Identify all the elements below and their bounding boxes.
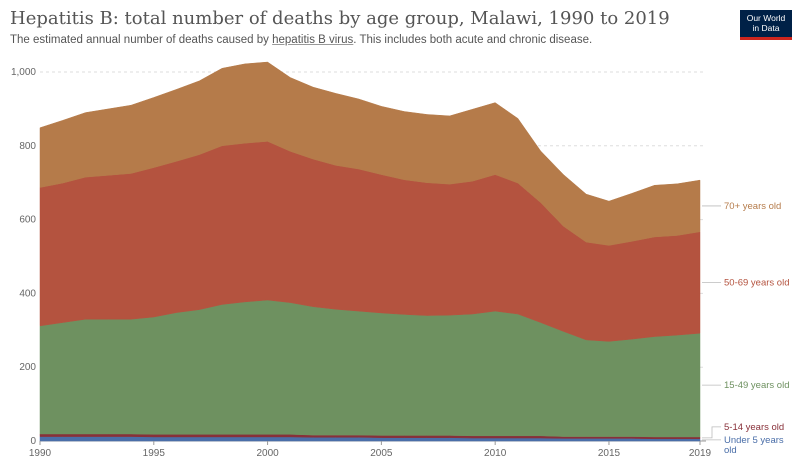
- series-label-age5_14: 5-14 years old: [724, 422, 784, 433]
- series-label-age70plus: 70+ years old: [724, 201, 781, 212]
- chart-title: Hepatitis B: total number of deaths by a…: [10, 8, 670, 29]
- chart-subtitle: The estimated annual number of deaths ca…: [10, 34, 592, 46]
- x-tick-label: 2010: [484, 448, 507, 459]
- series-label-age15_49: 15-49 years old: [724, 380, 789, 391]
- subtitle-text: The estimated annual number of deaths ca…: [10, 34, 273, 46]
- logo-red-bar: [740, 37, 792, 40]
- area-age70plus[interactable]: [39, 61, 701, 246]
- x-tick-label: 2000: [256, 448, 279, 459]
- y-tick-label: 200: [19, 362, 36, 373]
- logo-line-1: Our World: [746, 13, 786, 23]
- y-tick-label: 1,000: [11, 67, 36, 78]
- owid-logo[interactable]: Our World in Data: [740, 10, 792, 40]
- hepatitis-b-link[interactable]: hepatitis B virus: [272, 34, 354, 46]
- subtitle-text-end: . This includes both acute and chronic d…: [353, 34, 593, 46]
- y-tick-label: 0: [30, 436, 36, 447]
- series-labels: Under 5 years old 5-14 years old 15-49 year…: [702, 201, 789, 456]
- x-tick-label: 2005: [370, 448, 393, 459]
- x-tick-label: 1990: [29, 448, 52, 459]
- x-tick-label: 2019: [689, 448, 712, 459]
- x-axis-ticks: 1990 1995 2000 2005 2010 2015 2019: [29, 441, 712, 459]
- x-tick-label: 2015: [598, 448, 621, 459]
- x-tick-label: 1995: [143, 448, 166, 459]
- logo-line-2: in Data: [752, 23, 780, 33]
- series-label-under5: Under 5 years old: [724, 435, 784, 456]
- series-label-age50_69: 50-69 years old: [724, 278, 789, 289]
- label-connector-age5_14: [702, 426, 721, 439]
- y-tick-label: 600: [19, 215, 36, 226]
- series-areas: [39, 61, 701, 442]
- y-tick-label: 800: [19, 141, 36, 152]
- y-axis-ticks: 0 200 400 600 800 1,000: [11, 67, 36, 447]
- y-tick-label: 400: [19, 288, 36, 299]
